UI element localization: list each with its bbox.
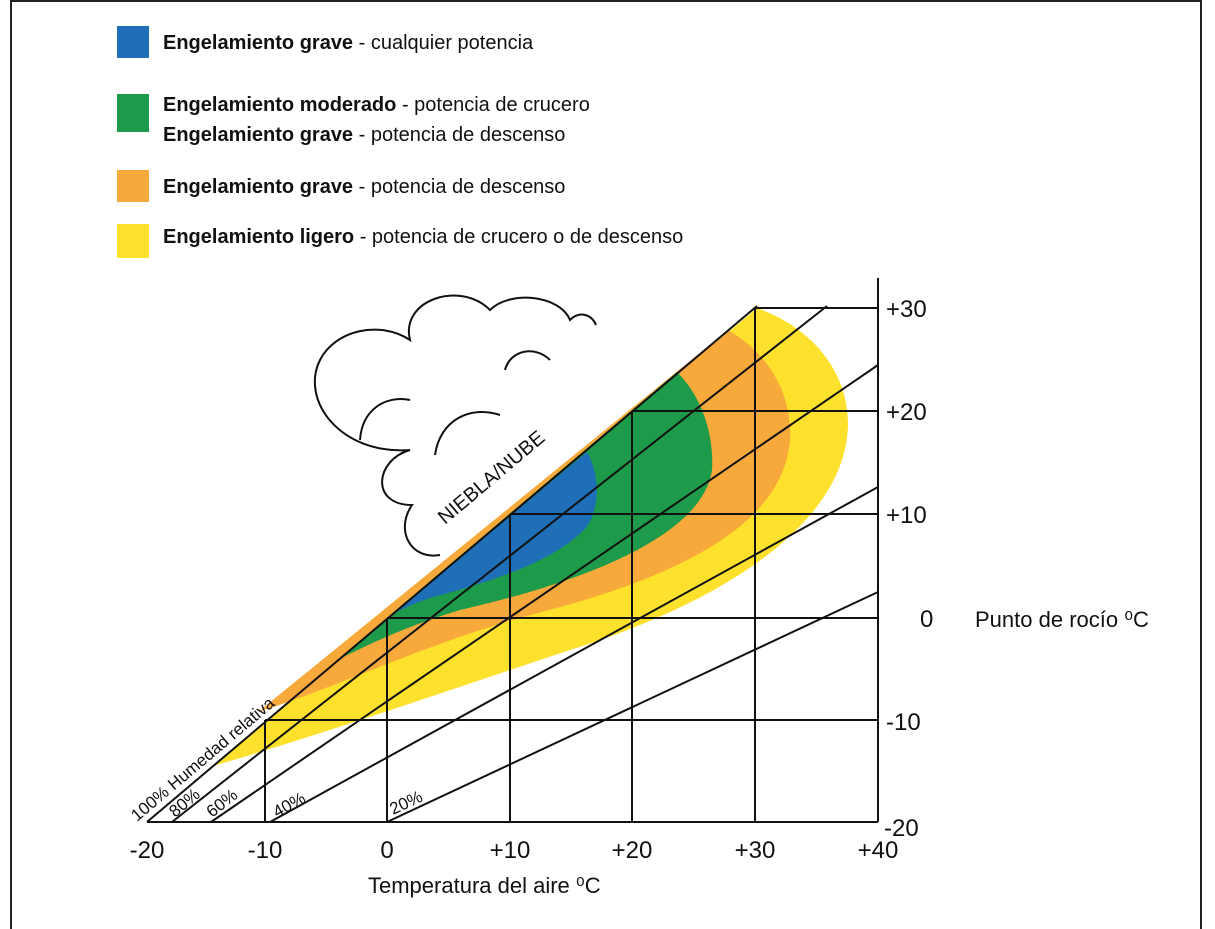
text: Engelamiento grave	[163, 32, 353, 54]
x-tick-label: +10	[490, 837, 531, 864]
y-tick-label: 0	[920, 606, 933, 633]
legend-swatch-blue	[117, 26, 149, 58]
icing-diagram: Engelamiento grave - cualquier potencia …	[0, 0, 1215, 929]
x-tick-label: +20	[612, 837, 653, 864]
legend-item: Engelamiento grave - potencia de descens…	[163, 176, 565, 198]
x-axis-title: Temperatura del aire ⁰C	[368, 873, 601, 898]
text: - potencia de descenso	[359, 124, 566, 146]
x-tick-label: -10	[248, 837, 283, 864]
y-tick-label: +30	[886, 296, 927, 323]
legend-swatch-orange	[117, 170, 149, 202]
legend-item: Engelamiento grave - potencia de descens…	[163, 124, 565, 146]
x-tick-label: -20	[130, 837, 165, 864]
text: - potencia de crucero	[402, 94, 590, 116]
legend-item: Engelamiento ligero - potencia de crucer…	[163, 226, 683, 248]
text: - cualquier potencia	[359, 32, 534, 54]
text: - potencia de descenso	[359, 176, 566, 198]
x-tick-label: 0	[380, 837, 393, 864]
text: - potencia de crucero o de descenso	[360, 226, 684, 248]
y-tick-label: -10	[886, 709, 921, 736]
text: Engelamiento ligero	[163, 226, 354, 248]
legend-swatch-green	[117, 94, 149, 132]
y-axis-title: Punto de rocío ⁰C	[975, 607, 1149, 632]
x-tick-label: +30	[735, 837, 776, 864]
text: Engelamiento moderado	[163, 94, 396, 116]
y-tick-label: +10	[886, 502, 927, 529]
text: Engelamiento grave	[163, 124, 353, 146]
text: Engelamiento grave	[163, 176, 353, 198]
legend-item: Engelamiento grave - cualquier potencia	[163, 32, 534, 54]
legend-swatch-yellow	[117, 224, 149, 258]
y-tick-label: +20	[886, 399, 927, 426]
legend-item: Engelamiento moderado - potencia de cruc…	[163, 94, 590, 116]
y-tick-label: -20	[884, 815, 919, 842]
